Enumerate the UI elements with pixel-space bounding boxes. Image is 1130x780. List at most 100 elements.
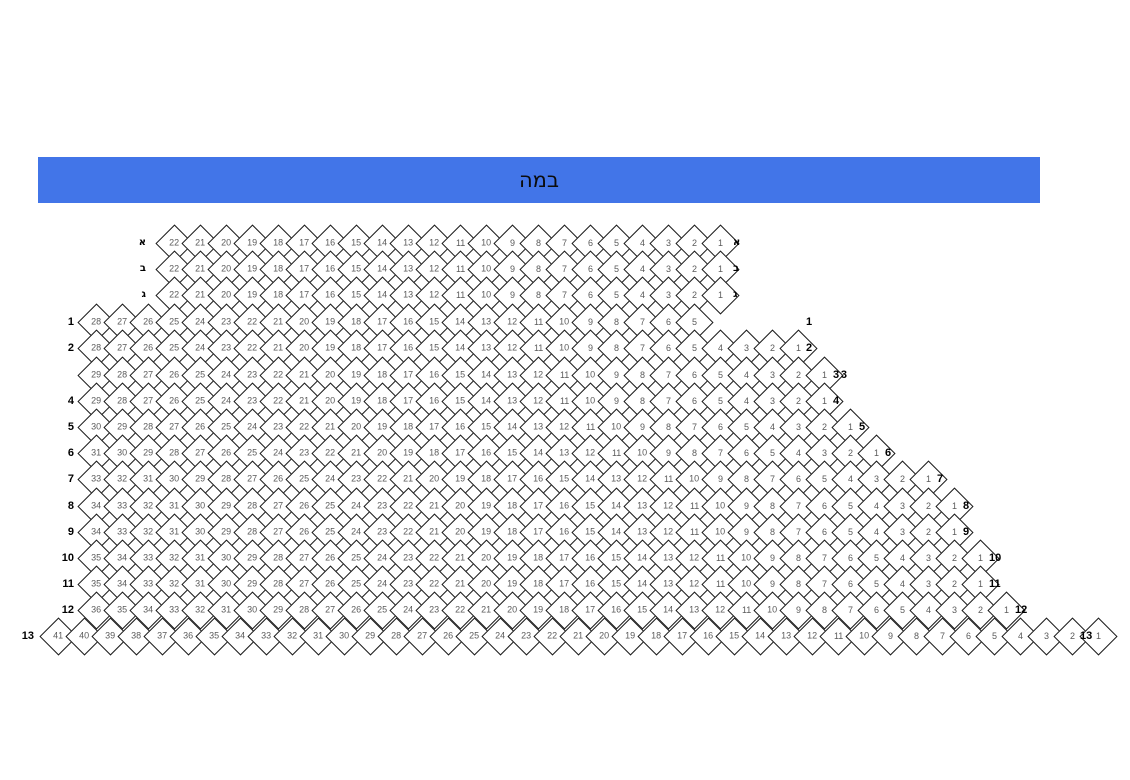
seat-number: 31 (168, 500, 180, 511)
seat-number: 10 (558, 316, 570, 327)
seat-number: 20 (598, 630, 610, 641)
seat-number: 16 (480, 447, 492, 458)
row-label-right-6: 6 (885, 447, 892, 459)
seat-number: 26 (324, 552, 336, 563)
seat-number: 16 (402, 316, 414, 327)
seat-number: 32 (194, 604, 206, 615)
seat-number: 3 (925, 552, 931, 563)
seat-number: 9 (509, 237, 515, 248)
seat-number: 14 (480, 395, 492, 406)
seat-number: 24 (376, 552, 388, 563)
seat-number: 10 (584, 395, 596, 406)
seat-number: 5 (717, 395, 723, 406)
seat-number: 11 (585, 421, 595, 432)
row-label-right-ב: ב (733, 263, 740, 274)
seat-number: 16 (558, 500, 570, 511)
seat-number: 23 (220, 342, 232, 353)
seat-number: 18 (350, 342, 362, 353)
seat-number: 17 (298, 237, 310, 248)
seat-number: 9 (639, 421, 645, 432)
seat-number: 21 (194, 263, 206, 274)
seat-number: 30 (220, 552, 232, 563)
seat-number: 22 (402, 526, 414, 537)
seat-number: 26 (442, 630, 454, 641)
seat-number: 18 (506, 526, 518, 537)
row-label-left-9: 9 (67, 526, 74, 538)
seat-number: 2 (1069, 630, 1075, 641)
seat-number: 20 (220, 237, 232, 248)
seat-number: 27 (194, 447, 206, 458)
seat-number: 32 (286, 630, 298, 641)
seat-number: 18 (350, 316, 362, 327)
seat-number: 7 (665, 369, 671, 380)
seat-number: 14 (584, 473, 596, 484)
seat-number: 9 (665, 447, 671, 458)
row-label-right-8: 8 (963, 500, 970, 512)
seat-number: 22 (272, 395, 284, 406)
seat-number: 7 (769, 473, 775, 484)
seat-number: 23 (220, 316, 232, 327)
seat-number: 11 (715, 552, 725, 563)
seat-number: 20 (428, 473, 440, 484)
seat-number: 31 (194, 578, 206, 589)
seat-number: 19 (402, 447, 414, 458)
seat-number: 16 (402, 342, 414, 353)
seat-number: 27 (116, 342, 128, 353)
seat-number: 21 (428, 500, 440, 511)
row-label-right-12: 12 (1015, 604, 1028, 616)
seat-number: 23 (428, 604, 440, 615)
seat-number: 5 (821, 473, 827, 484)
seat-number: 30 (90, 421, 102, 432)
seat-number: 19 (480, 500, 492, 511)
seat-number: 15 (584, 500, 596, 511)
seat-number: 14 (376, 263, 388, 274)
seat-number: 16 (702, 630, 714, 641)
seat-number: 10 (636, 447, 648, 458)
seat-number: 5 (847, 526, 853, 537)
seat-number: 27 (272, 500, 284, 511)
row-label-left-8: 8 (67, 500, 74, 512)
seat-number: 6 (847, 552, 853, 563)
seat-number: 20 (324, 369, 336, 380)
seat-number: 29 (364, 630, 376, 641)
seat-number: 13 (402, 263, 414, 274)
seat-number: 5 (873, 552, 879, 563)
seat-number: 30 (116, 447, 128, 458)
seat-number: 35 (208, 630, 220, 641)
seat-number: 10 (610, 421, 622, 432)
seat-number: 21 (194, 289, 206, 300)
seat-number: 26 (350, 604, 362, 615)
seat-number: 35 (90, 578, 102, 589)
seat-number: 9 (769, 552, 775, 563)
seat-number: 24 (350, 500, 362, 511)
seat-number: 13 (780, 630, 792, 641)
seat-number: 4 (1017, 630, 1023, 641)
seat-number: 17 (298, 263, 310, 274)
seat-number: 1 (977, 552, 983, 563)
seat-number: 28 (272, 552, 284, 563)
seat-number: 17 (428, 421, 440, 432)
seat-number: 24 (194, 342, 206, 353)
seat-number: 10 (584, 369, 596, 380)
seat-number: 21 (428, 526, 440, 537)
seat-number: 23 (376, 500, 388, 511)
seat-number: 7 (561, 263, 567, 274)
seat-number: 25 (220, 421, 232, 432)
seat-number: 2 (951, 552, 957, 563)
seat-number: 20 (480, 552, 492, 563)
seat-number: 22 (246, 342, 258, 353)
seat-number: 14 (636, 578, 648, 589)
seat-number: 16 (324, 237, 336, 248)
seat-number: 25 (376, 604, 388, 615)
seat-number: 12 (506, 342, 518, 353)
seat-number: 11 (611, 447, 621, 458)
row-label-left-1: 1 (67, 316, 74, 328)
seat-number: 23 (246, 369, 258, 380)
seat-number: 27 (416, 630, 428, 641)
seat-number: 11 (741, 604, 751, 615)
seat-number: 15 (480, 421, 492, 432)
seat-number: 25 (298, 473, 310, 484)
seat-number: 9 (613, 369, 619, 380)
seat-number: 32 (168, 552, 180, 563)
